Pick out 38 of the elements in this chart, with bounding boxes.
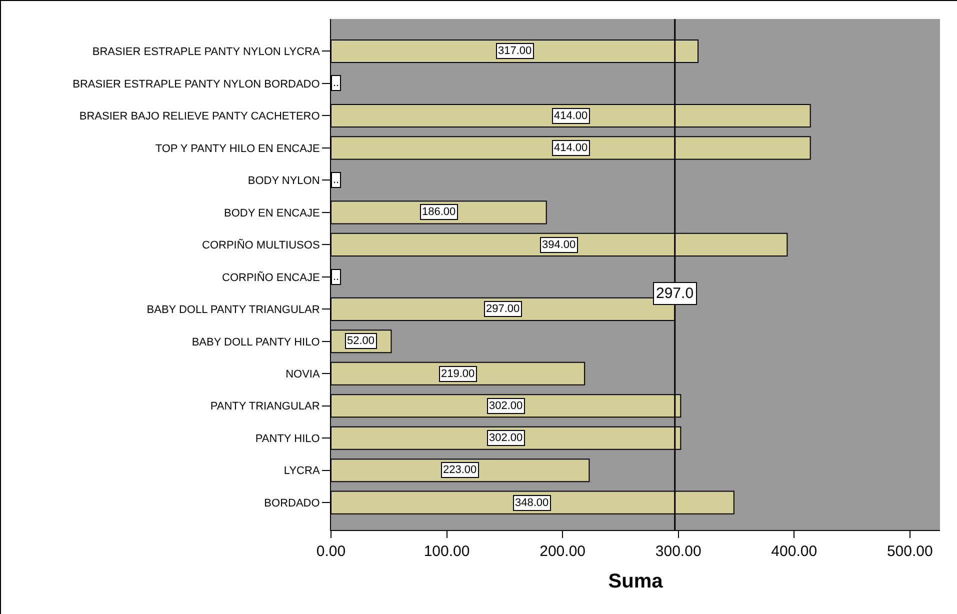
ref-line-label: 297.0 <box>656 285 694 302</box>
data-label: 302.00 <box>489 400 523 412</box>
data-label: 414.00 <box>554 110 588 122</box>
data-label: 317.00 <box>498 45 532 57</box>
data-label: 219.00 <box>441 368 475 380</box>
x-axis-title: Suma <box>608 570 664 592</box>
y-tick-label: BRASIER BAJO RELIEVE PANTY CACHETERO <box>79 110 320 123</box>
y-tick-label: BRASIER ESTRAPLE PANTY NYLON LYCRA <box>92 46 320 58</box>
x-tick-label: 300.00 <box>655 543 702 560</box>
x-tick-label: 0.00 <box>316 543 346 560</box>
y-tick-label: BABY DOLL PANTY HILO <box>192 336 320 348</box>
x-tick-label: 400.00 <box>771 543 818 560</box>
text: .. <box>333 77 340 89</box>
x-tick-label: 200.00 <box>540 543 586 560</box>
x-tick-label: 500.00 <box>886 543 933 560</box>
y-tick-label: TOP Y PANTY HILO EN ENCAJE <box>155 142 320 155</box>
data-label: 52.00 <box>347 335 375 347</box>
y-tick-label: PANTY HILO <box>255 432 320 445</box>
y-tick-label: CORPIÑO ENCAJE <box>222 270 320 284</box>
y-tick-label: BODY EN ENCAJE <box>224 207 320 220</box>
data-label: 302.00 <box>489 432 523 444</box>
x-tick-label: 100.00 <box>424 543 470 560</box>
data-label: 297.00 <box>486 303 520 315</box>
y-tick-label: BABY DOLL PANTY TRIANGULAR <box>146 304 320 316</box>
y-tick-label: LYCRA <box>284 465 320 478</box>
text: .. <box>333 174 340 186</box>
data-label: 223.00 <box>443 464 477 476</box>
y-tick-label: BRASIER ESTRAPLE PANTY NYLON BORDADO <box>72 78 320 90</box>
data-label: 348.00 <box>515 497 549 509</box>
text: .. <box>333 271 340 283</box>
y-tick-label: CORPIÑO MULTIUSOS <box>202 238 320 252</box>
data-label: 186.00 <box>422 206 456 218</box>
y-tick-label: BODY NYLON <box>248 175 320 188</box>
data-label: 394.00 <box>542 239 576 251</box>
y-tick-label: NOVIA <box>286 368 320 380</box>
y-tick-label: PANTY TRIANGULAR <box>210 400 320 413</box>
y-tick-label: BORDADO <box>264 497 320 510</box>
data-label: 414.00 <box>554 142 588 154</box>
